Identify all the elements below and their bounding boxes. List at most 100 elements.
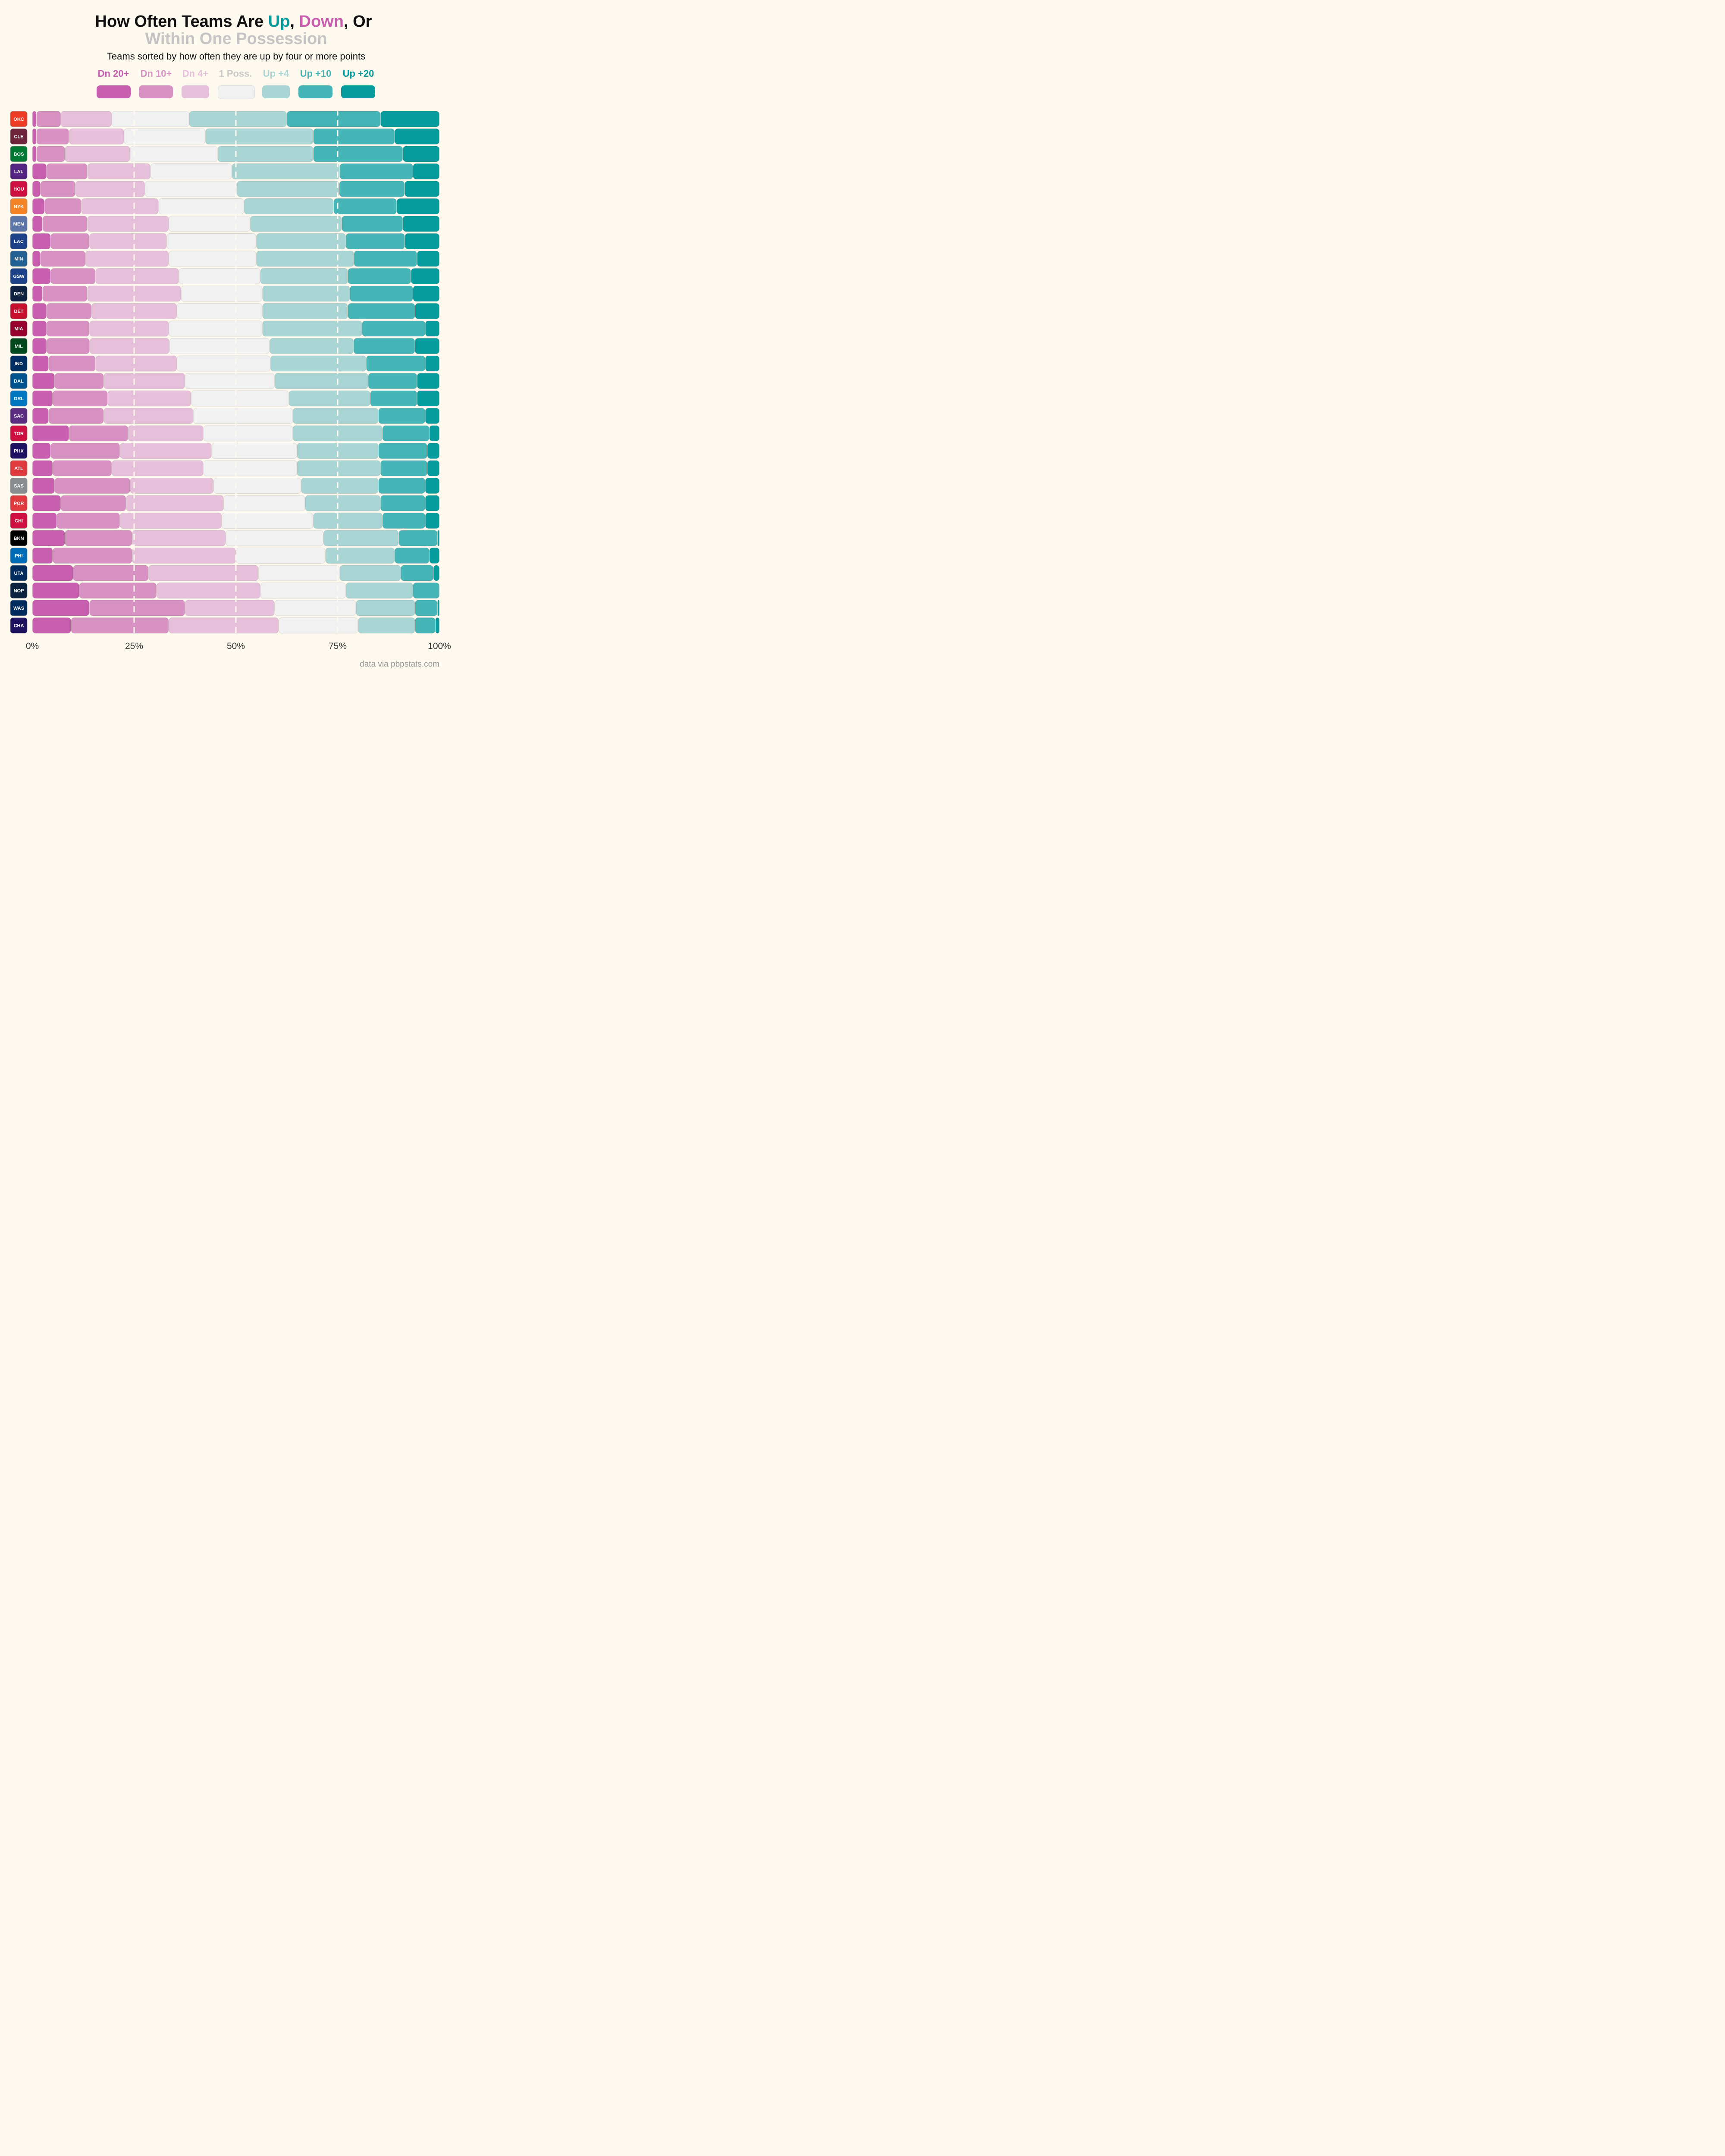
chi-logo-icon: CHI: [10, 513, 28, 529]
bar-segment: [289, 390, 370, 407]
bar-segment: [85, 251, 169, 267]
tor-logo-icon: TOR: [10, 425, 28, 442]
bar-segment: [260, 583, 346, 599]
bar-segment: [425, 495, 439, 511]
bar-segment: [32, 530, 65, 546]
bar-segment: [287, 111, 380, 127]
bar-segment: [56, 513, 120, 529]
logo-team-abbrev: MEM: [13, 222, 25, 227]
logo-team-abbrev: IND: [15, 361, 23, 367]
bar-segment: [177, 355, 271, 372]
bar-segment: [382, 425, 430, 442]
bar-segment: [258, 565, 340, 581]
bar-segment: [177, 303, 263, 319]
dal-logo-icon: DAL: [10, 373, 28, 389]
bar-segment: [185, 373, 275, 389]
bar-segment: [32, 513, 57, 529]
bar-segment: [32, 425, 69, 442]
title-up-word: Up: [268, 13, 290, 31]
bar-segment: [169, 320, 263, 337]
logo-team-abbrev: ATL: [14, 466, 23, 471]
bar-segment: [217, 146, 314, 162]
bar-segment: [226, 530, 323, 546]
logo-team-abbrev: SAS: [14, 484, 24, 489]
bar-segment: [348, 303, 415, 319]
bar-segment: [32, 443, 51, 459]
legend-label: Up +20: [342, 68, 374, 79]
bar-segment: [32, 565, 73, 581]
hou-logo-icon: HOU: [10, 181, 28, 197]
bar-segment: [413, 163, 439, 179]
logo-team-abbrev: NOP: [14, 589, 24, 594]
okc-logo-icon: OKC: [10, 111, 28, 127]
bar-segment: [55, 373, 104, 389]
bar-segment: [50, 443, 120, 459]
bar-segment: [81, 198, 159, 214]
bar-segment: [433, 565, 439, 581]
bar-segment: [130, 146, 218, 162]
bar-segment: [55, 478, 130, 494]
legend-label: Dn 10+: [140, 68, 172, 79]
bar-segment: [112, 460, 204, 476]
was-logo-icon: WAS: [10, 600, 28, 616]
x-tick-label: 75%: [329, 641, 347, 651]
bar-segment: [403, 146, 439, 162]
bar-segment: [79, 583, 157, 599]
bar-segment: [69, 425, 128, 442]
logo-team-abbrev: HOU: [13, 187, 24, 192]
logo-team-abbrev: UTA: [14, 571, 24, 576]
bar-segment: [382, 513, 425, 529]
bar-segment: [169, 617, 279, 633]
bar-segment: [342, 216, 403, 232]
bar-segment: [36, 146, 65, 162]
bar-segment: [339, 565, 401, 581]
bar-segment: [148, 565, 258, 581]
bar-segment: [179, 268, 260, 284]
x-tick-label: 0%: [26, 641, 39, 651]
bar-segment: [325, 548, 395, 564]
legend-swatch: [139, 85, 173, 98]
bar-segment: [32, 600, 90, 616]
logo-badge: [10, 233, 28, 249]
bar-segment: [368, 373, 417, 389]
legend-swatch: [341, 85, 375, 98]
mil-logo-icon: MIL: [10, 338, 28, 354]
bar-segment: [380, 460, 427, 476]
bar-segment: [32, 408, 49, 424]
logo-badge: [10, 303, 28, 319]
bar-segment: [417, 390, 439, 407]
bar-segment: [112, 111, 189, 127]
title-down-word: Down: [299, 13, 344, 31]
bar-segment: [32, 460, 53, 476]
bar-segment: [65, 530, 132, 546]
bar-segment: [32, 198, 45, 214]
lac-logo-icon: LAC: [10, 233, 28, 249]
bar-segment: [89, 233, 167, 249]
bar-segment: [366, 355, 425, 372]
bar-segment: [237, 181, 339, 197]
bar-segment: [205, 128, 314, 144]
bar-segment: [435, 617, 439, 633]
bar-segment: [71, 617, 169, 633]
bar-segment: [378, 478, 425, 494]
bar-segment: [417, 251, 439, 267]
orl-logo-icon: ORL: [10, 390, 28, 407]
bar-segment: [75, 181, 145, 197]
bar-segment: [104, 373, 185, 389]
bar-segment: [362, 320, 425, 337]
bar-segment: [270, 338, 354, 354]
logo-team-abbrev: BOS: [14, 152, 24, 157]
bar-segment: [32, 128, 37, 144]
logo-team-abbrev: DEN: [14, 291, 24, 297]
phx-logo-icon: PHX: [10, 443, 28, 459]
logo-team-abbrev: CHA: [14, 624, 24, 629]
bar-segment: [69, 128, 124, 144]
chart-title: How Often Teams Are Up, Down, Or: [95, 13, 372, 31]
lal-logo-icon: LAL: [10, 163, 28, 179]
bar-segment: [120, 443, 212, 459]
bar-segment: [313, 513, 383, 529]
logo-badge: [10, 478, 28, 494]
bar-segment: [47, 303, 91, 319]
bar-segment: [256, 233, 346, 249]
legend-swatch: [262, 85, 290, 98]
